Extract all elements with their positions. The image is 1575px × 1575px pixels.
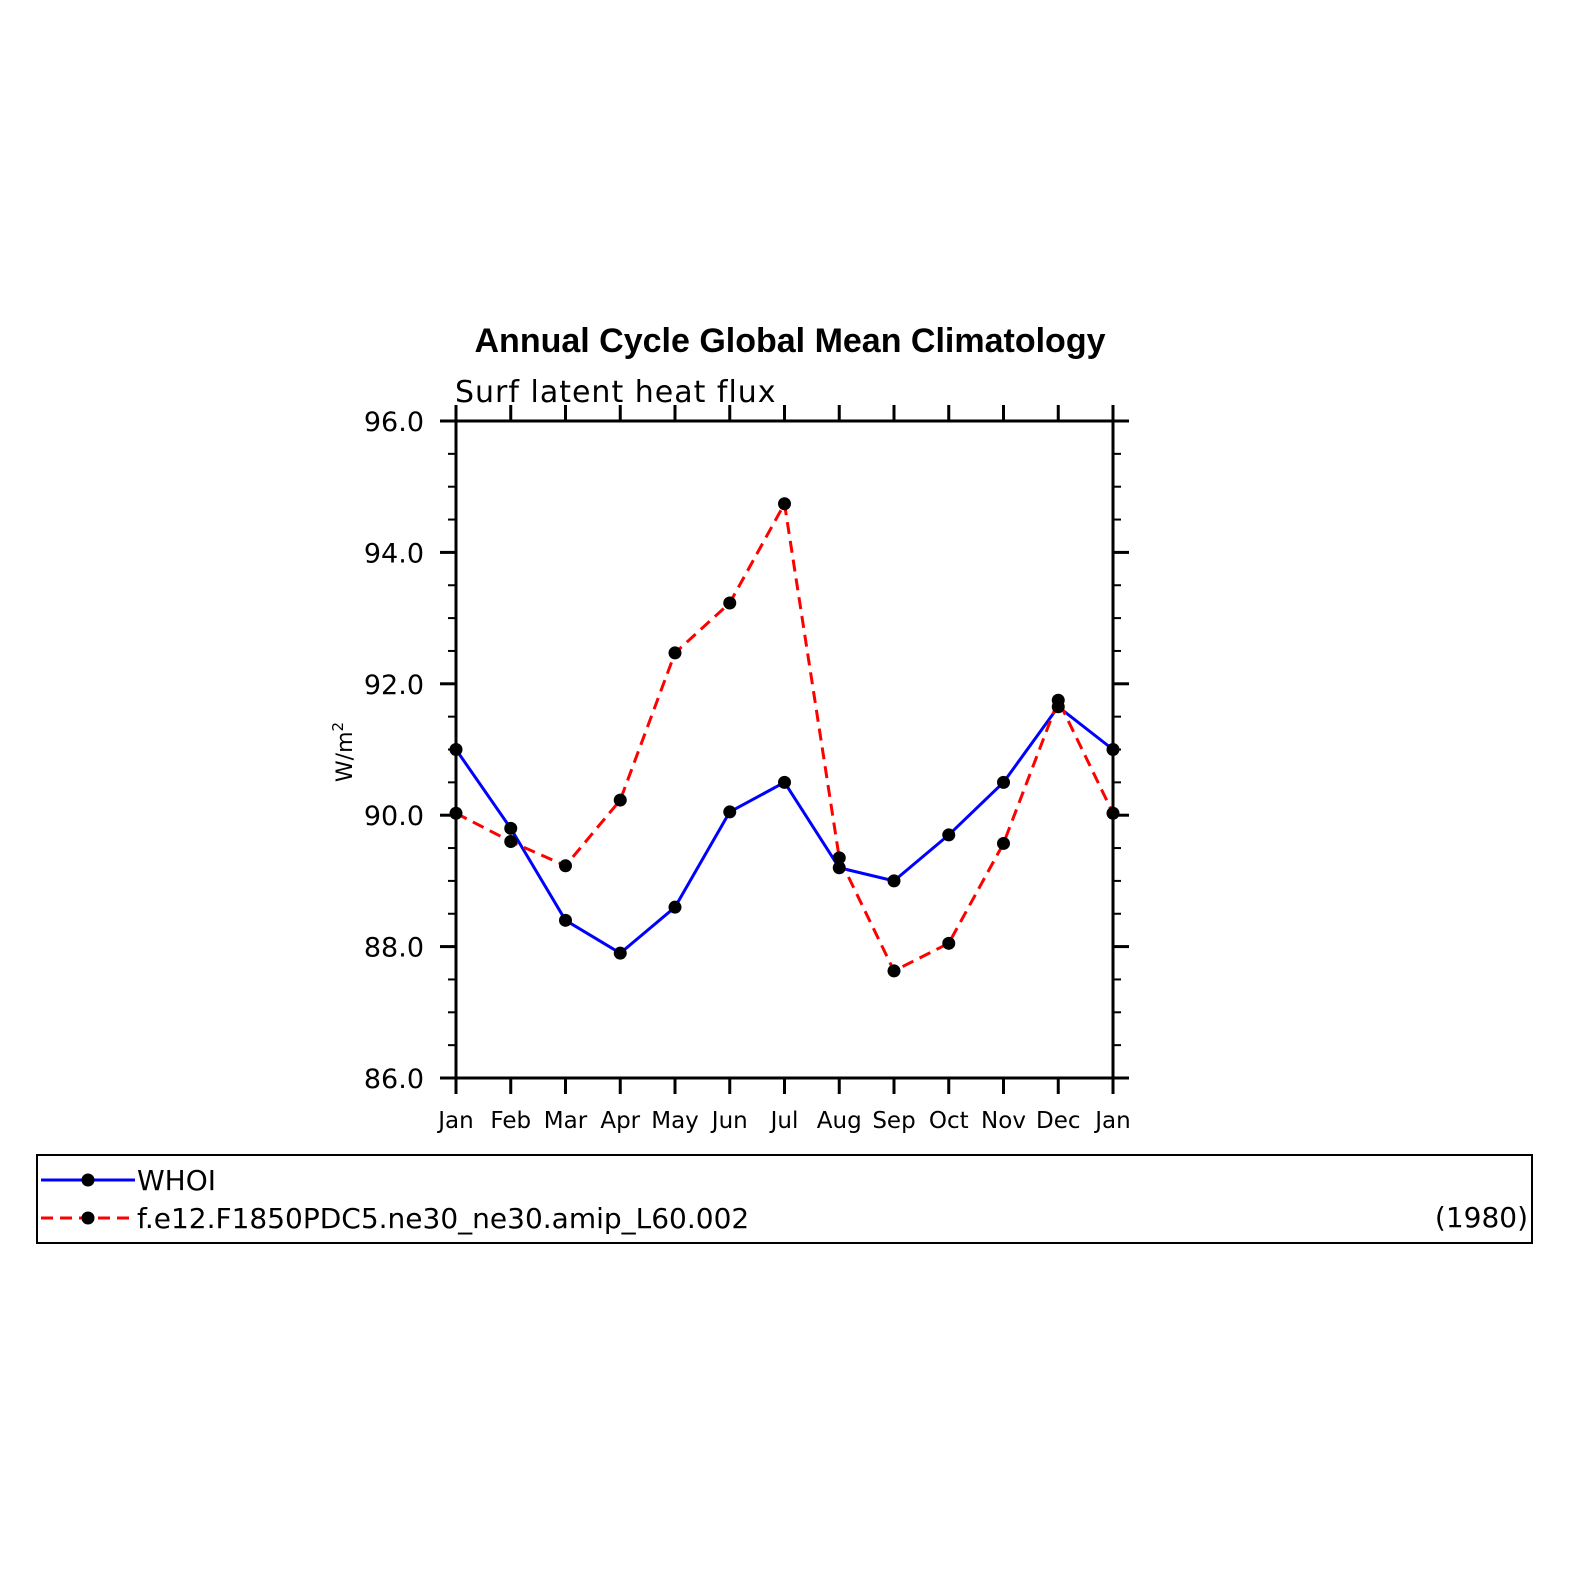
x-tick-label: Jan xyxy=(1093,1108,1130,1134)
x-tick-label: Dec xyxy=(1036,1108,1081,1134)
chart-title: Annual Cycle Global Mean Climatology xyxy=(475,322,1106,360)
x-tick-label: Feb xyxy=(490,1108,531,1134)
legend: WHOI f.e12.F1850PDC5.ne30_ne30.amip_L60.0… xyxy=(41,1164,749,1235)
x-tick-label: Jan xyxy=(436,1108,473,1134)
data-point-series-0 xyxy=(668,900,682,914)
x-tick-label: May xyxy=(651,1108,699,1134)
data-point-series-1 xyxy=(668,646,682,660)
data-point-series-0 xyxy=(887,874,901,888)
chart-subtitle: Surf latent heat flux xyxy=(455,375,777,410)
data-point-series-1 xyxy=(723,596,737,610)
x-tick-label: Mar xyxy=(544,1108,588,1134)
x-tick-label: Aug xyxy=(817,1108,862,1134)
data-point-series-0 xyxy=(504,821,518,835)
y-tick-label: 90.0 xyxy=(364,801,424,832)
data-point-series-1 xyxy=(559,859,572,873)
data-point-series-0 xyxy=(778,775,791,789)
data-point-series-0 xyxy=(723,805,737,819)
x-tick-label: Nov xyxy=(981,1108,1026,1134)
data-point-series-1 xyxy=(997,836,1010,850)
y-tick-label: 94.0 xyxy=(364,538,424,569)
data-point-series-1 xyxy=(942,936,956,950)
series-line-0 xyxy=(454,705,1114,955)
x-tick-label: Oct xyxy=(929,1108,969,1134)
y-tick-label: 88.0 xyxy=(364,933,424,964)
x-tick-label: Sep xyxy=(872,1108,915,1134)
data-point-series-1 xyxy=(504,834,518,848)
data-point-series-1 xyxy=(887,964,901,978)
data-point-series-0 xyxy=(997,775,1010,789)
data-point-series-1 xyxy=(613,793,627,807)
data-point-series-1 xyxy=(1051,693,1065,707)
data-point-series-0 xyxy=(832,861,846,875)
data-point-series-1 xyxy=(449,806,463,820)
y-tick-label: 96.0 xyxy=(364,407,424,438)
legend-period: (1980) xyxy=(1435,1201,1528,1234)
legend-label-1: f.e12.F1850PDC5.ne30_ne30.amip_L60.002 xyxy=(137,1202,749,1235)
plot-frame xyxy=(454,419,1115,1080)
legend-marker-0 xyxy=(81,1173,95,1187)
y-tick-label: 86.0 xyxy=(364,1064,424,1095)
legend-marker-1 xyxy=(81,1211,95,1225)
y-axis-label-unit: W/m xyxy=(333,731,358,782)
data-point-series-0 xyxy=(942,828,956,842)
y-tick-label: 92.0 xyxy=(364,670,424,701)
data-point-series-1 xyxy=(1106,806,1120,820)
data-point-series-1 xyxy=(778,497,791,511)
data-point-series-0 xyxy=(449,743,463,756)
x-tick-label: Apr xyxy=(600,1108,640,1134)
x-tick-label: Jul xyxy=(769,1108,799,1134)
data-point-series-0 xyxy=(1106,743,1120,756)
plot-area: 86.0 88.0 90.0 92.0 94.0 96.0 Jan Feb Mar Apr May J… xyxy=(364,405,1131,1134)
data-point-series-1 xyxy=(832,851,846,865)
x-tick-label: Jun xyxy=(710,1108,748,1134)
y-axis-label-exponent: 2 xyxy=(329,722,347,732)
data-point-series-0 xyxy=(613,946,627,960)
data-point-series-0 xyxy=(559,913,572,927)
legend-label-0: WHOI xyxy=(137,1164,216,1197)
legend-box xyxy=(36,1154,1533,1244)
y-axis-label: W/m2 xyxy=(329,722,358,782)
